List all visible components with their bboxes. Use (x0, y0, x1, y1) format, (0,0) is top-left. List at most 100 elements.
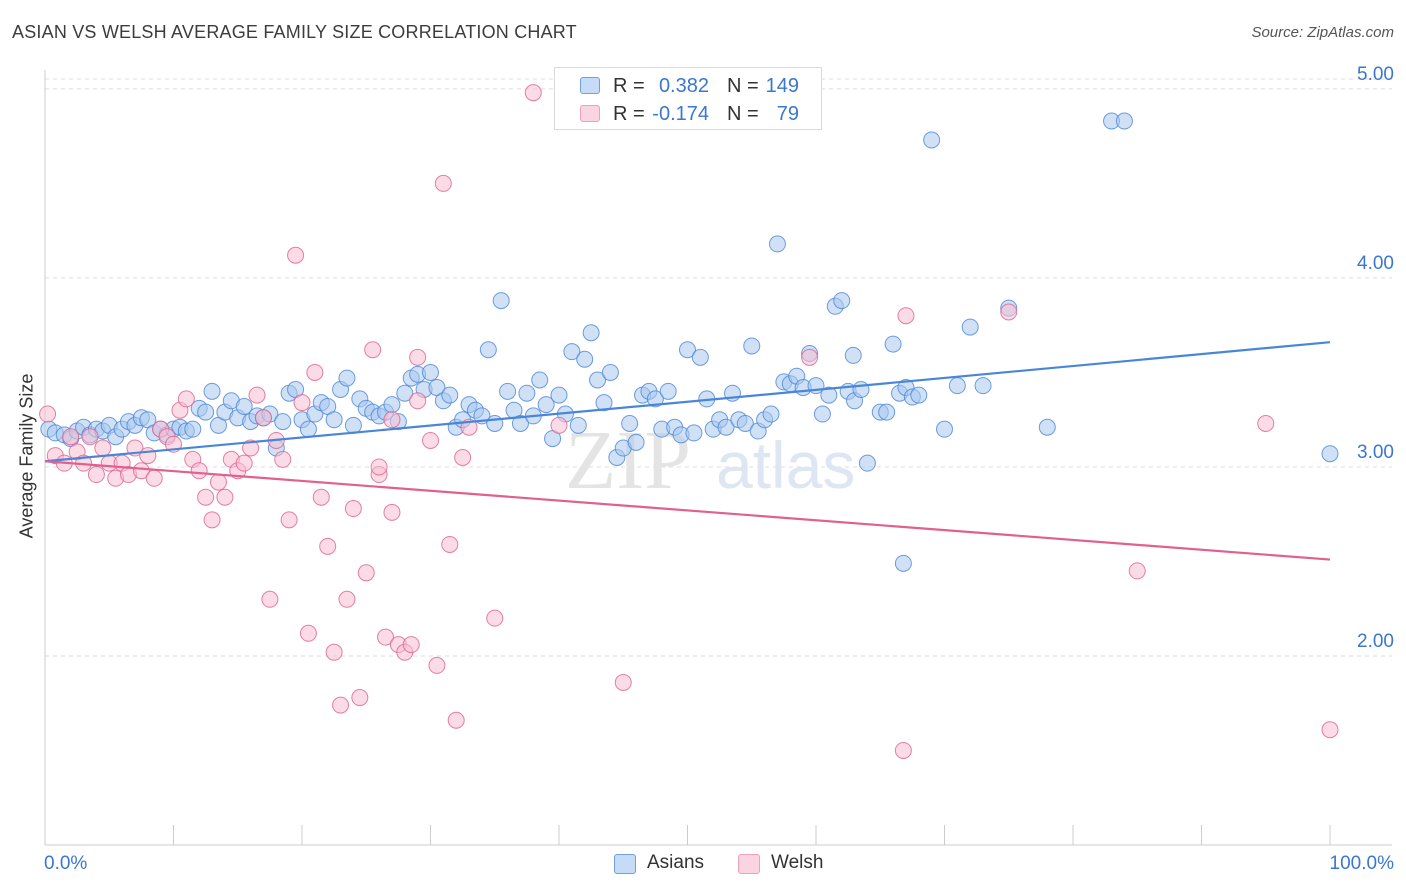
welsh-trend-line (44, 460, 1331, 561)
asian-point (441, 386, 459, 404)
welsh-point (62, 428, 80, 446)
welsh-point (894, 741, 912, 759)
asian-point (601, 363, 619, 381)
chart-title: ASIAN VS WELSH AVERAGE FAMILY SIZE CORRE… (12, 22, 577, 42)
asian-point (743, 337, 761, 355)
welsh-point (306, 363, 324, 381)
welsh-point (287, 246, 305, 264)
asian-point (479, 341, 497, 359)
welsh-point (203, 511, 221, 529)
asian-point (1115, 112, 1133, 130)
asian-point (235, 397, 253, 415)
welsh-point (364, 341, 382, 359)
asian-point (499, 382, 517, 400)
x-tick-label: 100.0% (1330, 853, 1395, 874)
asian-point (274, 413, 292, 431)
asian-point (813, 405, 831, 423)
welsh-point (486, 609, 504, 627)
asian-point (184, 420, 202, 438)
welsh-point (441, 535, 459, 553)
asian-point (884, 335, 902, 353)
welsh-point (261, 590, 279, 608)
asian-point (582, 324, 600, 342)
asian-point (531, 371, 549, 389)
asian-point (833, 292, 851, 310)
source-credit: Source: ZipAtlas.com (1251, 24, 1394, 41)
welsh-point (132, 462, 150, 480)
y-tick-label: 3.00 (1357, 442, 1394, 463)
r-value: -0.174 (652, 103, 709, 125)
n-label: N = (727, 103, 759, 125)
asian-point (550, 386, 568, 404)
welsh-point (409, 392, 427, 410)
welsh-point (409, 348, 427, 366)
legend-label: Asians (647, 852, 705, 873)
asian-point (589, 371, 607, 389)
asian-point (910, 386, 928, 404)
welsh-point (524, 84, 542, 102)
asian-point (537, 396, 555, 414)
asian-point (338, 369, 356, 387)
welsh-point (254, 409, 272, 427)
asian-point (852, 380, 870, 398)
welsh-point (377, 628, 395, 646)
r-label: R = (613, 103, 645, 125)
welsh-point (242, 439, 260, 457)
asian-point (736, 414, 754, 432)
asian-point (569, 416, 587, 434)
asian-point (646, 390, 664, 408)
welsh-point (550, 416, 568, 434)
welsh-legend-swatch (738, 854, 760, 874)
asian-point (974, 377, 992, 395)
welsh-point (1257, 414, 1275, 432)
asian-trend-line (44, 341, 1331, 463)
asian-point (1038, 418, 1056, 436)
welsh-point (454, 449, 472, 466)
asian-point (858, 454, 876, 472)
welsh-point (81, 428, 99, 446)
asian-point (325, 411, 343, 429)
grid-lines (45, 78, 1392, 657)
asian-point (492, 292, 510, 310)
welsh-point (428, 656, 446, 674)
welsh-point (216, 488, 234, 506)
welsh-point (139, 447, 157, 465)
welsh-point (344, 500, 362, 518)
axes (44, 70, 1392, 846)
y-tick-label: 4.00 (1357, 253, 1394, 274)
asians-legend-swatch (614, 854, 636, 874)
asian-point (923, 131, 941, 149)
asian-point (511, 414, 529, 432)
welsh-point (383, 503, 401, 521)
asian-point (627, 433, 645, 451)
asian-point (948, 377, 966, 395)
welsh-point (325, 643, 343, 661)
asian-point (961, 318, 979, 336)
asian-point (518, 384, 536, 402)
legend: Asians Welsh (0, 852, 1406, 878)
asian-point (894, 554, 912, 572)
asian-point (820, 386, 838, 404)
asian-point (197, 403, 215, 421)
asian-point (383, 396, 401, 414)
n-value: 79 (776, 103, 799, 125)
asian-point (878, 403, 896, 421)
data-points (39, 84, 1339, 759)
asian-point (621, 414, 639, 432)
welsh-point (434, 174, 452, 192)
r-label: R = (613, 75, 645, 97)
welsh-point (338, 590, 356, 608)
welsh-point (801, 348, 819, 366)
asian-point (422, 363, 439, 381)
welsh-point (614, 673, 632, 691)
welsh-point (87, 466, 105, 484)
y-tick-label: 5.00 (1357, 64, 1394, 85)
welsh-point (383, 411, 401, 429)
welsh-point (177, 390, 195, 408)
x-tick-label: 0.0% (44, 853, 87, 874)
asian-point (936, 420, 953, 438)
asian-point (762, 405, 780, 423)
asian-point (691, 348, 709, 366)
welsh-point (39, 405, 57, 423)
